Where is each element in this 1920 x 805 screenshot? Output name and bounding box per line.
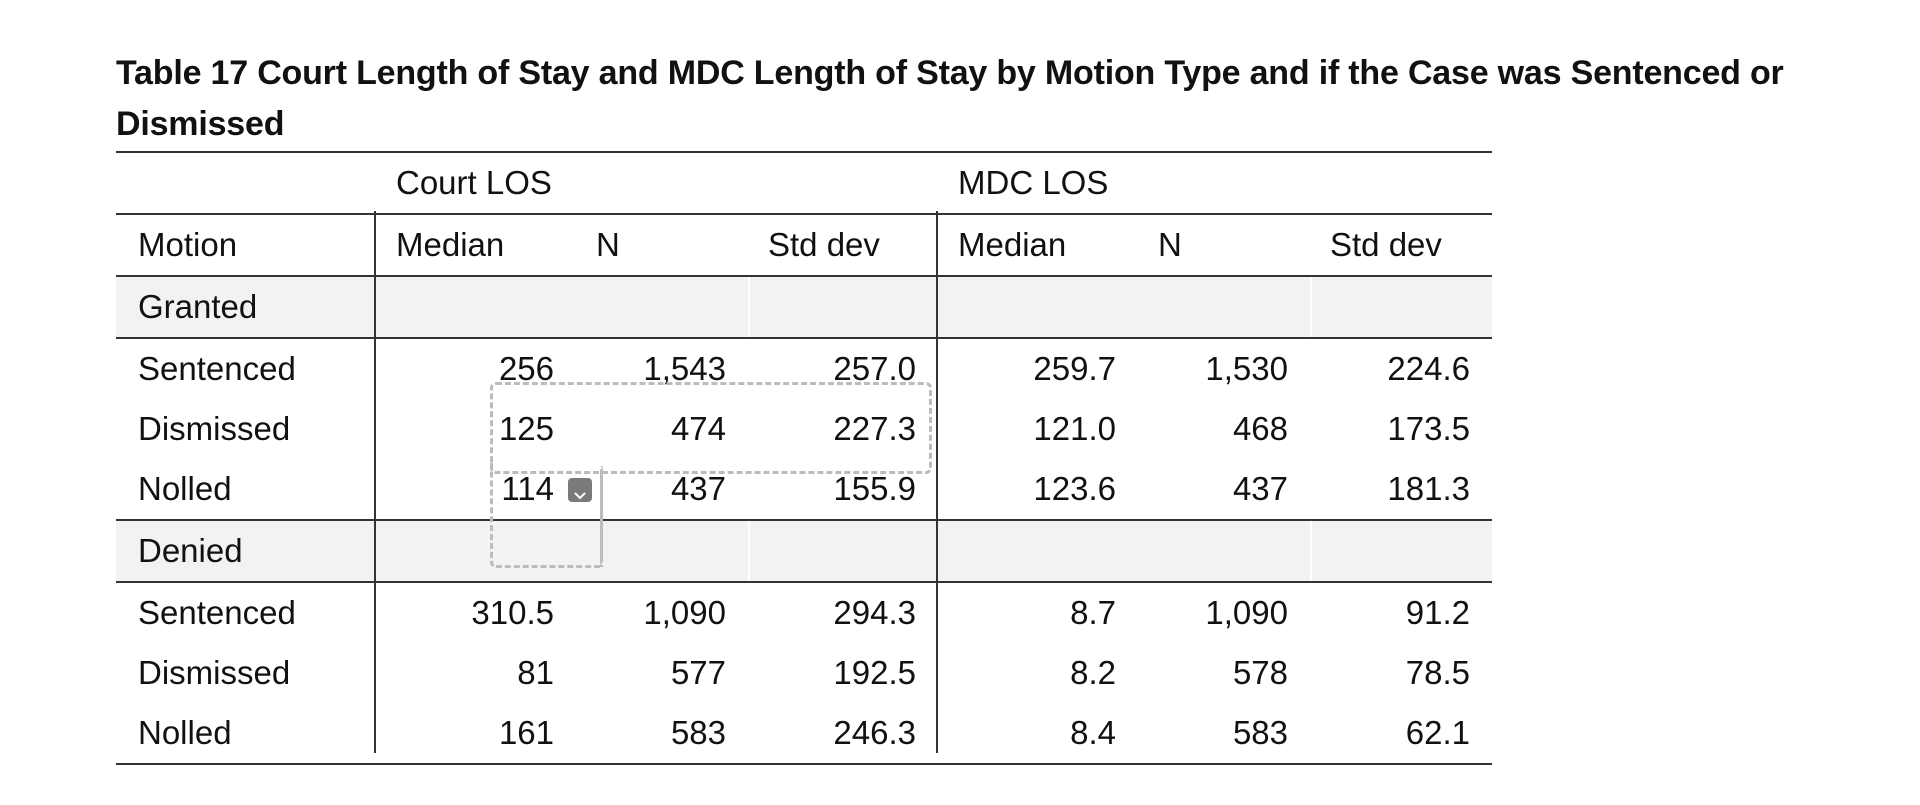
group-header-row: Court LOS MDC LOS: [116, 151, 1492, 213]
data-table: Court LOS MDC LOS Motion Median N Std de…: [116, 151, 1492, 765]
court-median-cell[interactable]: 114: [501, 470, 554, 507]
court-std-cell[interactable]: 155.9: [833, 470, 916, 507]
group-label: Granted: [138, 288, 258, 325]
court-n-cell[interactable]: 437: [670, 470, 726, 507]
table-row: Dismissed 81 577 192.5 8.2 578 78.5: [116, 643, 1492, 703]
court-median-cell[interactable]: 310.5: [471, 594, 554, 631]
col-mdc-n: N: [1158, 226, 1182, 263]
chevron-down-icon: [573, 471, 587, 509]
mdc-median-cell[interactable]: 123.6: [1033, 470, 1116, 507]
court-n-cell[interactable]: 1,090: [643, 594, 726, 631]
mdc-n-cell[interactable]: 583: [1232, 714, 1288, 751]
cell-dropdown-button[interactable]: [568, 478, 592, 502]
table-row: Sentenced 256 1,543 257.0 259.7 1,530 22…: [116, 339, 1492, 399]
court-n-cell[interactable]: 577: [670, 654, 726, 691]
court-std-cell[interactable]: 246.3: [833, 714, 916, 751]
court-std-cell[interactable]: 227.3: [833, 410, 916, 447]
row-motion[interactable]: Nolled: [138, 714, 232, 751]
col-court-std: Std dev: [768, 226, 880, 263]
mdc-median-cell[interactable]: 8.4: [1070, 714, 1116, 751]
court-median-cell[interactable]: 125: [498, 410, 554, 447]
row-motion[interactable]: Sentenced: [138, 594, 296, 631]
court-n-cell[interactable]: 1,543: [643, 350, 726, 387]
row-motion[interactable]: Dismissed: [138, 654, 291, 691]
mdc-median-cell[interactable]: 8.7: [1070, 594, 1116, 631]
court-std-cell[interactable]: 294.3: [833, 594, 916, 631]
mdc-los-header: MDC LOS: [958, 164, 1109, 201]
column-header-row: Motion Median N Std dev Median N Std dev: [116, 213, 1492, 277]
table-row: Dismissed 125 474 227.3 121.0 468 173.5: [116, 399, 1492, 459]
mdc-median-cell[interactable]: 259.7: [1033, 350, 1116, 387]
court-n-cell[interactable]: 583: [670, 714, 726, 751]
row-motion[interactable]: Dismissed: [138, 410, 291, 447]
table-row: Nolled 161 583 246.3 8.4 583 62.1: [116, 703, 1492, 765]
court-median-cell[interactable]: 81: [517, 654, 554, 691]
mdc-n-cell[interactable]: 1,530: [1205, 350, 1288, 387]
mdc-n-cell[interactable]: 578: [1232, 654, 1288, 691]
row-motion[interactable]: Nolled: [138, 470, 232, 507]
column-rule-court: [936, 211, 938, 753]
col-mdc-median: Median: [958, 226, 1067, 263]
court-n-cell[interactable]: 474: [670, 410, 726, 447]
column-rule-motion: [374, 211, 376, 753]
mdc-n-cell[interactable]: 437: [1232, 470, 1288, 507]
court-los-header: Court LOS: [396, 164, 552, 201]
court-median-cell[interactable]: 161: [498, 714, 554, 751]
mdc-n-cell[interactable]: 468: [1232, 410, 1288, 447]
court-std-cell[interactable]: 257.0: [833, 350, 916, 387]
col-mdc-std: Std dev: [1330, 226, 1442, 263]
mdc-n-cell[interactable]: 1,090: [1205, 594, 1288, 631]
table-caption: Table 17 Court Length of Stay and MDC Le…: [116, 54, 1784, 143]
mdc-std-cell[interactable]: 181.3: [1387, 470, 1470, 507]
group-row-granted: Granted: [116, 277, 1492, 339]
court-std-cell[interactable]: 192.5: [833, 654, 916, 691]
mdc-std-cell[interactable]: 224.6: [1387, 350, 1470, 387]
mdc-std-cell[interactable]: 78.5: [1405, 654, 1470, 691]
court-median-cell[interactable]: 256: [498, 350, 554, 387]
col-motion: Motion: [138, 226, 238, 263]
col-court-n: N: [596, 226, 620, 263]
group-row-denied: Denied: [116, 521, 1492, 583]
mdc-median-cell[interactable]: 121.0: [1033, 410, 1116, 447]
table-row: Nolled 114 437 155.9 123.6 437 181.3: [116, 459, 1492, 521]
row-motion[interactable]: Sentenced: [138, 350, 296, 387]
group-label: Denied: [138, 532, 243, 569]
table-row: Sentenced 310.5 1,090 294.3 8.7 1,090 91…: [116, 583, 1492, 643]
mdc-std-cell[interactable]: 173.5: [1387, 410, 1470, 447]
mdc-median-cell[interactable]: 8.2: [1070, 654, 1116, 691]
mdc-std-cell[interactable]: 62.1: [1405, 714, 1470, 751]
col-court-median: Median: [396, 226, 505, 263]
mdc-std-cell[interactable]: 91.2: [1405, 594, 1470, 631]
